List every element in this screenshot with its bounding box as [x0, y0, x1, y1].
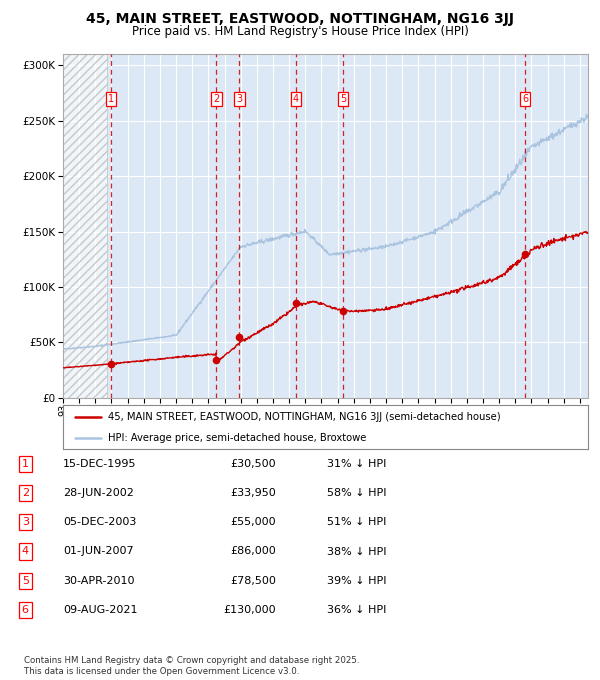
Text: 1: 1 — [108, 94, 114, 104]
Text: £86,000: £86,000 — [230, 547, 276, 556]
Text: 15-DEC-1995: 15-DEC-1995 — [63, 459, 137, 469]
Text: 1: 1 — [22, 459, 29, 469]
Text: 58% ↓ HPI: 58% ↓ HPI — [327, 488, 386, 498]
Text: £130,000: £130,000 — [223, 605, 276, 615]
Text: 31% ↓ HPI: 31% ↓ HPI — [327, 459, 386, 469]
Text: £33,950: £33,950 — [230, 488, 276, 498]
Text: 39% ↓ HPI: 39% ↓ HPI — [327, 576, 386, 585]
Text: £30,500: £30,500 — [230, 459, 276, 469]
Text: 01-JUN-2007: 01-JUN-2007 — [63, 547, 134, 556]
Text: 3: 3 — [22, 517, 29, 527]
Bar — [63, 54, 107, 398]
Text: 2: 2 — [22, 488, 29, 498]
Text: 5: 5 — [22, 576, 29, 585]
Text: 09-AUG-2021: 09-AUG-2021 — [63, 605, 137, 615]
Text: 38% ↓ HPI: 38% ↓ HPI — [327, 547, 386, 556]
Text: 6: 6 — [522, 94, 528, 104]
Text: 45, MAIN STREET, EASTWOOD, NOTTINGHAM, NG16 3JJ: 45, MAIN STREET, EASTWOOD, NOTTINGHAM, N… — [86, 12, 514, 27]
Text: 51% ↓ HPI: 51% ↓ HPI — [327, 517, 386, 527]
Text: Price paid vs. HM Land Registry's House Price Index (HPI): Price paid vs. HM Land Registry's House … — [131, 25, 469, 38]
Text: Contains HM Land Registry data © Crown copyright and database right 2025.: Contains HM Land Registry data © Crown c… — [24, 656, 359, 665]
Text: 05-DEC-2003: 05-DEC-2003 — [63, 517, 136, 527]
Text: 36% ↓ HPI: 36% ↓ HPI — [327, 605, 386, 615]
Text: £78,500: £78,500 — [230, 576, 276, 585]
Text: 3: 3 — [236, 94, 242, 104]
Text: 30-APR-2010: 30-APR-2010 — [63, 576, 134, 585]
Text: 6: 6 — [22, 605, 29, 615]
Text: 4: 4 — [293, 94, 299, 104]
Text: This data is licensed under the Open Government Licence v3.0.: This data is licensed under the Open Gov… — [24, 667, 299, 676]
Text: £55,000: £55,000 — [230, 517, 276, 527]
Text: 2: 2 — [213, 94, 220, 104]
Text: 4: 4 — [22, 547, 29, 556]
Text: 28-JUN-2002: 28-JUN-2002 — [63, 488, 134, 498]
Text: HPI: Average price, semi-detached house, Broxtowe: HPI: Average price, semi-detached house,… — [107, 432, 366, 443]
Text: 5: 5 — [340, 94, 346, 104]
Text: 45, MAIN STREET, EASTWOOD, NOTTINGHAM, NG16 3JJ (semi-detached house): 45, MAIN STREET, EASTWOOD, NOTTINGHAM, N… — [107, 411, 500, 422]
